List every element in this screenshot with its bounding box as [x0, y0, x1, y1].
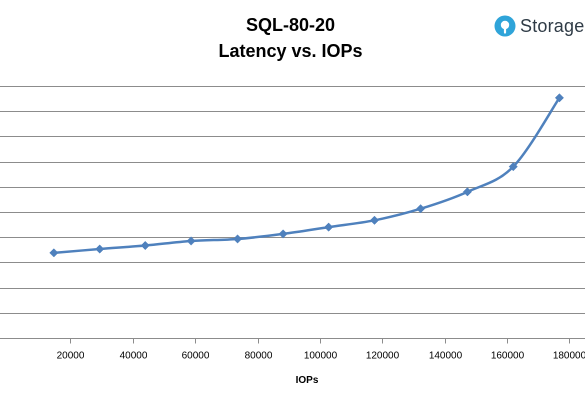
storage-logo: Storage [494, 14, 584, 38]
x-tick-label: 180000 [553, 351, 585, 362]
x-axis-title: IOPs [296, 375, 319, 386]
chart-title: SQL-80-20 [245, 15, 336, 35]
data-point [186, 236, 196, 246]
x-tick-label: 40000 [120, 351, 148, 362]
data-point [416, 204, 426, 214]
storage-logo-icon [494, 15, 516, 37]
data-point [140, 240, 150, 251]
data-point [369, 215, 380, 225]
x-tick-label: 100000 [304, 351, 338, 362]
data-point [554, 93, 564, 103]
x-tick-label: 20000 [57, 351, 85, 362]
data-point [324, 222, 334, 232]
x-tick-label: 160000 [491, 351, 525, 362]
data-point [232, 234, 243, 244]
x-tick-label: 60000 [182, 351, 210, 362]
x-tick-label: 120000 [366, 351, 400, 362]
data-point [508, 162, 518, 172]
data-point [95, 244, 105, 254]
x-tick-label: 80000 [245, 351, 273, 362]
data-point [49, 248, 59, 258]
x-axis: 20000 40000 60000 80000 100000 120000 140000 16… [57, 338, 585, 362]
gridlines [0, 86, 585, 339]
series-line-group [49, 93, 564, 258]
data-point [462, 187, 472, 197]
series-line [53, 97, 561, 255]
storage-logo-text: Storage [520, 15, 585, 36]
data-point [278, 229, 288, 239]
chart-subtitle: Latency vs. IOPs [218, 41, 363, 61]
x-tick-label: 140000 [429, 351, 463, 362]
